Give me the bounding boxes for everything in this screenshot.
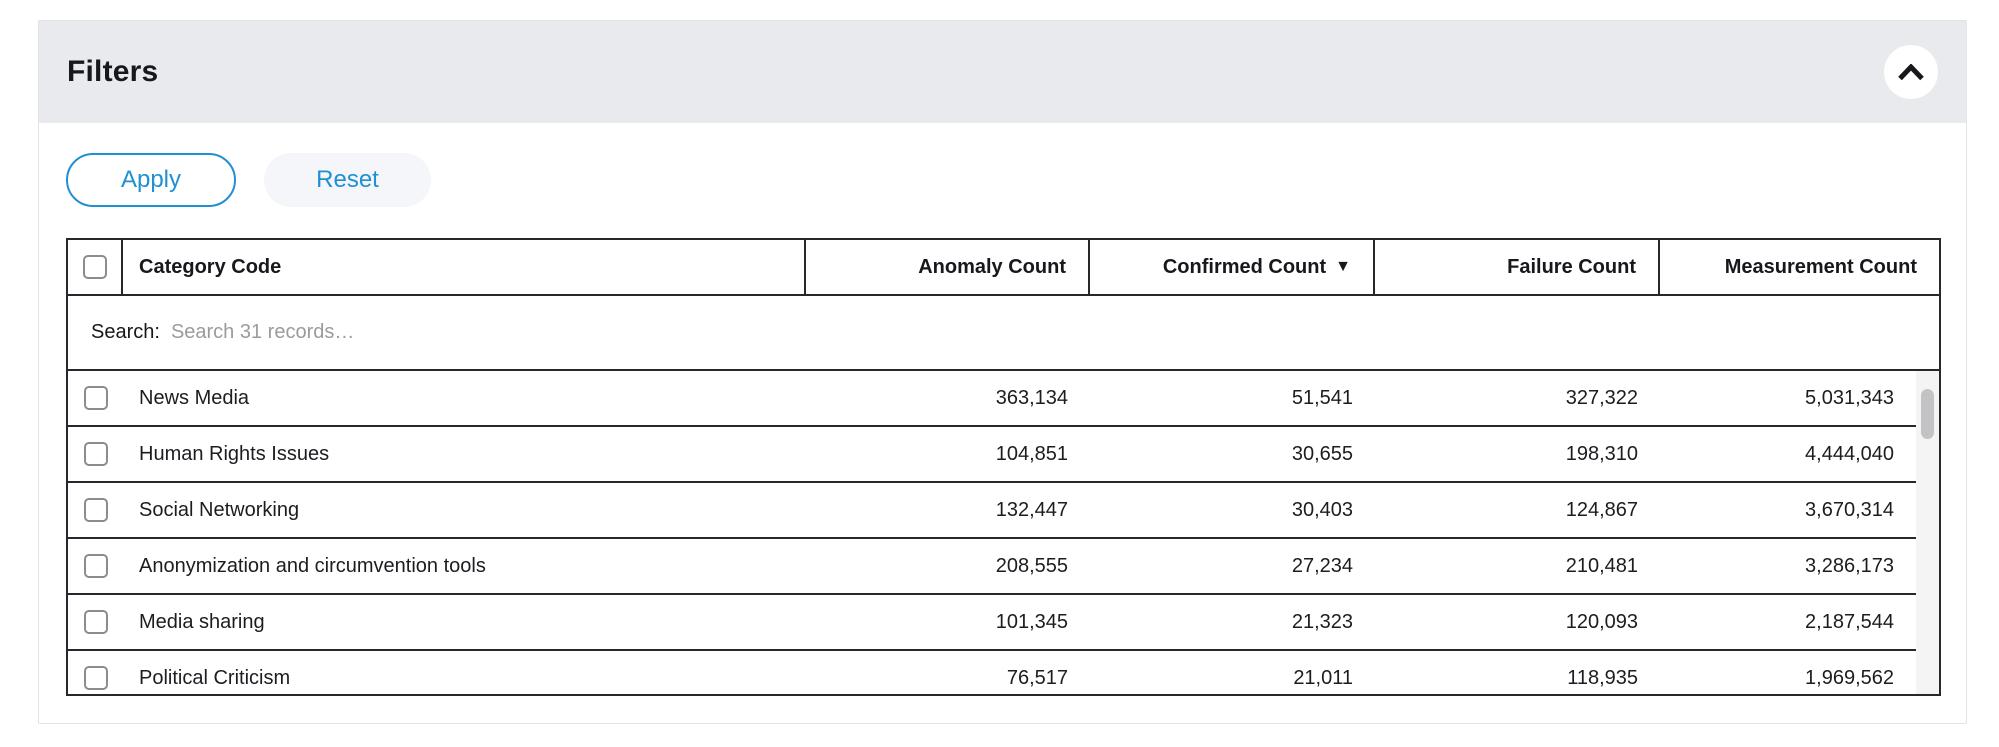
measurement-cell: 3,286,173 (1805, 554, 1894, 577)
reset-button[interactable]: Reset (264, 153, 431, 207)
row-checkbox[interactable] (83, 498, 108, 522)
anomaly-cell: 132,447 (995, 498, 1068, 521)
table-header-row: Category Code Anomaly Count Confirmed Co… (68, 240, 1939, 296)
sort-desc-icon: ▼ (1335, 258, 1351, 275)
category-table: Category Code Anomaly Count Confirmed Co… (66, 238, 1941, 696)
failure-cell: 124,867 (1565, 498, 1638, 521)
checkbox-cell (68, 442, 123, 466)
measurement-cell: 2,187,544 (1805, 610, 1894, 633)
table-row[interactable]: Anonymization and circumvention tools 20… (68, 539, 1916, 595)
table-search-row: Search: (68, 296, 1939, 371)
column-header-category-code[interactable]: Category Code (123, 240, 806, 294)
failure-cell: 198,310 (1565, 442, 1638, 465)
category-cell: Social Networking (139, 498, 300, 521)
checkbox-cell (68, 498, 123, 522)
row-checkbox[interactable] (83, 610, 108, 634)
table-body: News Media 363,134 51,541 327,322 5,031,… (68, 371, 1939, 694)
confirmed-cell: 21,011 (1293, 666, 1353, 689)
filter-actions: Apply Reset (66, 153, 1966, 207)
anomaly-cell: 363,134 (995, 386, 1068, 409)
confirmed-cell: 30,655 (1291, 442, 1353, 465)
filters-panel: Filters Apply Reset Category Code Anomal… (38, 20, 1967, 724)
anomaly-cell: 101,345 (995, 610, 1068, 633)
category-cell: Political Criticism (139, 666, 291, 689)
measurement-cell: 4,444,040 (1805, 442, 1894, 465)
table-row[interactable]: Media sharing 101,345 21,323 120,093 2,1… (68, 595, 1916, 651)
collapse-panel-button[interactable] (1884, 45, 1938, 99)
column-header-failure-count[interactable]: Failure Count (1375, 240, 1660, 294)
column-header-confirmed-count[interactable]: Confirmed Count ▼ (1090, 240, 1375, 294)
chevron-up-icon (1897, 63, 1925, 81)
checkbox-cell (68, 610, 123, 634)
checkbox-cell (68, 386, 123, 410)
category-cell: Media sharing (139, 610, 265, 633)
failure-cell: 327,322 (1565, 386, 1638, 409)
measurement-cell: 1,969,562 (1805, 666, 1894, 689)
scrollbar-thumb[interactable] (1921, 389, 1934, 439)
failure-cell: 120,093 (1565, 610, 1638, 633)
column-header-measurement-count[interactable]: Measurement Count (1724, 255, 1917, 278)
search-input[interactable] (170, 321, 1071, 344)
row-checkbox[interactable] (83, 442, 108, 466)
confirmed-cell: 51,541 (1291, 386, 1353, 409)
failure-cell: 210,481 (1565, 554, 1638, 577)
row-checkbox[interactable] (83, 386, 108, 410)
anomaly-cell: 76,517 (1006, 666, 1068, 689)
failure-cell: 118,935 (1567, 666, 1638, 689)
measurement-cell: 5,031,343 (1805, 386, 1894, 409)
anomaly-cell: 208,555 (995, 554, 1068, 577)
category-cell: Anonymization and circumvention tools (139, 554, 486, 577)
table-row[interactable]: Political Criticism 76,517 21,011 118,93… (68, 651, 1916, 694)
checkbox-cell (68, 554, 123, 578)
table-row[interactable]: Human Rights Issues 104,851 30,655 198,3… (68, 427, 1916, 483)
select-all-cell (68, 240, 123, 294)
category-cell: News Media (139, 386, 250, 409)
measurement-cell: 3,670,314 (1805, 498, 1894, 521)
select-all-checkbox[interactable] (82, 255, 107, 279)
confirmed-cell: 21,323 (1291, 610, 1353, 633)
anomaly-cell: 104,851 (995, 442, 1068, 465)
table-scrollbar[interactable] (1916, 371, 1939, 694)
column-header-anomaly-count[interactable]: Anomaly Count (806, 240, 1090, 294)
checkbox-cell (68, 666, 123, 690)
row-checkbox[interactable] (83, 666, 108, 690)
confirmed-cell: 27,234 (1291, 554, 1353, 577)
row-checkbox[interactable] (83, 554, 108, 578)
search-label: Search: (91, 321, 160, 343)
table-row[interactable]: News Media 363,134 51,541 327,322 5,031,… (68, 371, 1916, 427)
panel-title: Filters (67, 55, 159, 88)
apply-button[interactable]: Apply (66, 153, 236, 207)
confirmed-cell: 30,403 (1291, 498, 1353, 521)
filters-panel-header: Filters (39, 21, 1966, 123)
table-row[interactable]: Social Networking 132,447 30,403 124,867… (68, 483, 1916, 539)
column-header-confirmed-count-label: Confirmed Count (1162, 255, 1327, 278)
category-cell: Human Rights Issues (139, 442, 330, 465)
